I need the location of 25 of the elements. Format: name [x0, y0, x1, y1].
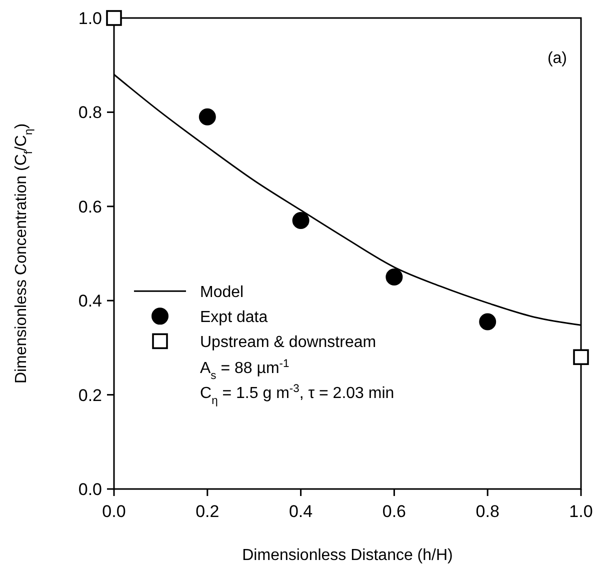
point [106, 10, 122, 26]
annotation: A$_{s}$ = 88 µm$^{-1}$ [200, 358, 290, 382]
point [386, 268, 403, 286]
legend-label: Expt data [200, 309, 268, 326]
y-tick-label: 0.8 [78, 103, 102, 122]
y-tick-label: 0.2 [78, 386, 102, 405]
legend-label: Upstream & downstream [200, 334, 376, 352]
x-tick-label: 1.0 [569, 502, 593, 521]
annotation: (a) [547, 50, 567, 67]
y-tick-label: 0.6 [78, 197, 102, 216]
x-tick-label: 0.8 [476, 502, 500, 521]
annotation: C$_{η}$ = 1.5 g m$^{-3}$, τ = 2.03 min [200, 383, 394, 408]
y-tick-label: 0.4 [78, 292, 102, 311]
point [479, 313, 496, 330]
y-tick-label: 0.0 [78, 480, 102, 499]
point [292, 212, 310, 230]
point [573, 349, 589, 366]
legend-label: Model [200, 284, 244, 302]
x-tick-label: 0.6 [382, 502, 406, 521]
point [198, 108, 216, 126]
y-tick-label: 1.0 [78, 9, 102, 28]
x-axis-title: Dimensionless Distance (h/H) [242, 547, 453, 564]
x-tick-label: 0.0 [102, 502, 126, 521]
x-tick-label: 0.4 [288, 502, 313, 521]
x-tick-label: 0.2 [196, 502, 220, 521]
